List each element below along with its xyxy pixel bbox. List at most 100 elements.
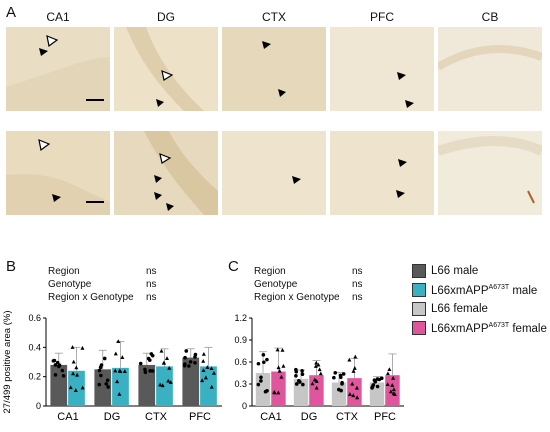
bar bbox=[50, 364, 68, 406]
stat-label: Region bbox=[254, 266, 286, 277]
data-point bbox=[310, 381, 315, 386]
x-tick-label: DG bbox=[301, 411, 318, 423]
legend-swatch bbox=[412, 302, 426, 316]
data-point bbox=[280, 347, 285, 352]
data-point bbox=[263, 389, 268, 394]
legend-swatch bbox=[412, 264, 426, 278]
stat-value: ns bbox=[352, 279, 363, 290]
data-point bbox=[352, 366, 357, 370]
data-point bbox=[105, 378, 110, 383]
data-point bbox=[338, 373, 343, 378]
data-point bbox=[279, 374, 284, 379]
data-point bbox=[301, 382, 305, 387]
data-point bbox=[52, 358, 57, 363]
data-point bbox=[261, 353, 266, 357]
x-tick-label: CA1 bbox=[57, 411, 78, 423]
data-point bbox=[167, 365, 172, 370]
bar bbox=[138, 364, 156, 406]
data-point bbox=[355, 395, 360, 400]
data-point bbox=[294, 369, 299, 374]
stat-label: Region x Genotype bbox=[254, 292, 340, 303]
x-tick-label: PFC bbox=[189, 411, 211, 423]
legend-label: L66 female bbox=[431, 303, 488, 315]
data-point bbox=[113, 351, 118, 356]
data-point bbox=[102, 356, 107, 361]
data-point bbox=[387, 367, 392, 372]
data-point bbox=[259, 379, 263, 383]
data-point bbox=[80, 385, 85, 390]
x-tick-label: DG bbox=[104, 411, 121, 423]
data-point bbox=[183, 355, 187, 360]
y-tick-label: 0.9 bbox=[234, 335, 247, 345]
data-point bbox=[193, 355, 197, 359]
legend-swatch bbox=[412, 283, 426, 297]
data-point bbox=[200, 378, 205, 383]
bar bbox=[68, 370, 85, 406]
data-point bbox=[106, 385, 110, 389]
x-tick-label: CTX bbox=[336, 411, 359, 423]
data-point bbox=[298, 380, 302, 384]
data-point bbox=[300, 368, 304, 373]
legend-label: L66xmAPPA673T female bbox=[431, 321, 547, 335]
data-point bbox=[347, 392, 352, 396]
data-point bbox=[318, 371, 323, 376]
micrograph-pfc-bottom bbox=[330, 131, 434, 215]
data-point bbox=[209, 366, 214, 371]
data-point bbox=[353, 354, 358, 359]
region-label-pfc: PFC bbox=[370, 10, 394, 24]
stat-value: ns bbox=[146, 292, 157, 303]
data-point bbox=[71, 359, 76, 364]
data-point bbox=[116, 339, 121, 344]
data-point bbox=[272, 389, 277, 394]
data-point bbox=[143, 367, 147, 372]
data-point bbox=[184, 349, 189, 353]
bar bbox=[331, 382, 347, 406]
stat-label: Genotype bbox=[48, 279, 92, 290]
data-point bbox=[294, 382, 299, 386]
panel-letter-b: B bbox=[6, 258, 17, 275]
y-axis-title: 27/499 positive area (%) bbox=[2, 311, 13, 414]
data-point bbox=[104, 382, 109, 386]
data-point bbox=[379, 376, 384, 380]
data-point bbox=[53, 373, 58, 377]
data-point bbox=[294, 374, 298, 378]
data-point bbox=[60, 368, 65, 373]
data-point bbox=[354, 385, 359, 390]
data-point bbox=[211, 371, 216, 375]
data-point bbox=[314, 379, 319, 383]
data-point bbox=[166, 378, 171, 383]
data-point bbox=[392, 392, 397, 396]
data-point bbox=[350, 381, 355, 386]
data-point bbox=[201, 352, 206, 356]
data-point bbox=[74, 365, 79, 370]
data-point bbox=[99, 373, 103, 378]
stats-table-c: Region ns Genotype ns Region x Genotype ns bbox=[254, 265, 363, 304]
y-tick-label: 0 bbox=[242, 401, 247, 411]
data-point bbox=[117, 368, 122, 373]
region-label-cb: CB bbox=[481, 10, 499, 24]
data-point bbox=[53, 363, 58, 367]
data-point bbox=[168, 380, 173, 384]
data-point bbox=[70, 345, 75, 349]
data-point bbox=[262, 360, 266, 365]
micrograph-dg-bottom bbox=[114, 131, 218, 215]
data-point bbox=[162, 360, 167, 365]
data-point bbox=[391, 375, 396, 380]
bar bbox=[271, 371, 286, 406]
stat-value: ns bbox=[352, 292, 363, 303]
stat-value: ns bbox=[146, 266, 157, 277]
data-point bbox=[339, 388, 343, 393]
data-point bbox=[314, 360, 319, 365]
data-point bbox=[80, 345, 85, 350]
micrograph-ctx-bottom bbox=[222, 131, 326, 215]
legend-item: L66xmAPPA673T male bbox=[412, 281, 547, 299]
data-point bbox=[313, 364, 318, 368]
y-tick-label: 0 bbox=[36, 401, 41, 411]
data-point bbox=[203, 375, 208, 380]
data-point bbox=[201, 358, 206, 363]
data-point bbox=[187, 364, 191, 368]
data-point bbox=[265, 357, 269, 362]
data-point bbox=[275, 347, 280, 352]
stat-label: Genotype bbox=[254, 279, 298, 290]
data-point bbox=[193, 361, 197, 365]
